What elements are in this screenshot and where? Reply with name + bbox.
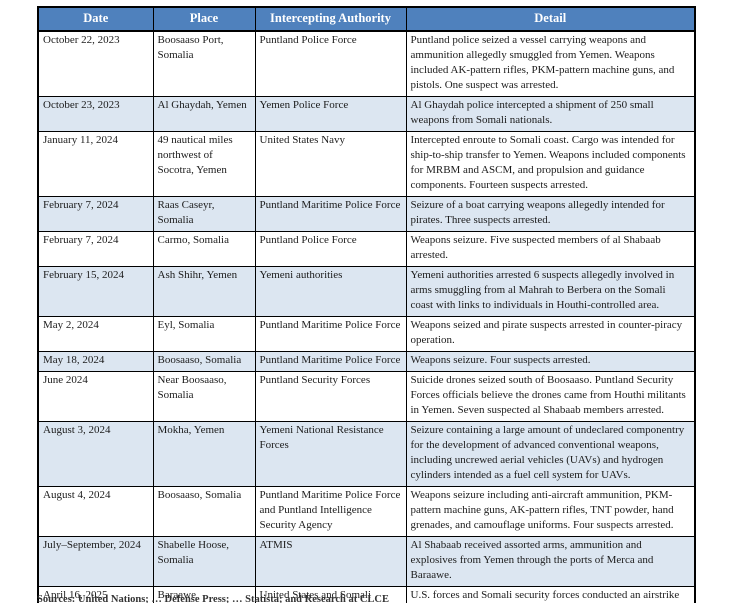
cell-detail: Intercepted enroute to Somali coast. Car… [405,131,696,197]
cell-place: Boosaaso, Somalia [152,486,256,537]
cell-authority: Puntland Maritime Police Force [254,196,407,232]
cell-place: Shabelle Hoose, Somalia [152,536,256,587]
cell-authority: Puntland Police Force [254,30,407,97]
cell-date: August 4, 2024 [37,486,154,537]
cell-date: May 18, 2024 [37,351,154,372]
cell-authority: ATMIS [254,536,407,587]
cell-place: Baraawe [152,586,256,603]
table-row: April 16, 2025 Baraawe United States and… [37,586,696,603]
table-row: February 15, 2024 Ash Shihr, Yemen Yemen… [37,266,696,317]
cell-place: Ash Shihr, Yemen [152,266,256,317]
cell-place: Carmo, Somalia [152,231,256,267]
cell-place: Eyl, Somalia [152,316,256,352]
cell-authority: Puntland Police Force [254,231,407,267]
cell-date: February 15, 2024 [37,266,154,317]
table-row: October 23, 2023 Al Ghaydah, Yemen Yemen… [37,96,696,132]
cell-date: February 7, 2024 [37,196,154,232]
column-header-authority: Intercepting Authority [254,6,407,32]
column-header-date: Date [37,6,154,32]
cell-detail: Weapons seizure including anti-aircraft … [405,486,696,537]
table-row: February 7, 2024 Raas Caseyr, Somalia Pu… [37,196,696,232]
cell-date: February 7, 2024 [37,231,154,267]
cell-date: August 3, 2024 [37,421,154,487]
table-row: May 2, 2024 Eyl, Somalia Puntland Mariti… [37,316,696,352]
cell-authority: Puntland Maritime Police Force and Puntl… [254,486,407,537]
cell-detail: Yemeni authorities arrested 6 suspects a… [405,266,696,317]
cell-detail: Suicide drones seized south of Boosaaso.… [405,371,696,422]
table-row: July–September, 2024 Shabelle Hoose, Som… [37,536,696,587]
cell-authority: Yemen Police Force [254,96,407,132]
cell-place: Boosaaso, Somalia [152,351,256,372]
cell-date: July–September, 2024 [37,536,154,587]
cell-place: Al Ghaydah, Yemen [152,96,256,132]
cell-detail: U.S. forces and Somali security forces c… [405,586,696,603]
cell-detail: Weapons seizure. Four suspects arrested. [405,351,696,372]
cell-detail: Seizure containing a large amount of und… [405,421,696,487]
cell-authority: Puntland Maritime Police Force [254,316,407,352]
column-header-place: Place [152,6,256,32]
cell-date: October 22, 2023 [37,30,154,97]
cell-date: January 11, 2024 [37,131,154,197]
cell-authority: Puntland Maritime Police Force [254,351,407,372]
cell-place: Near Boosaaso, Somalia [152,371,256,422]
source-note: Sources: United Nations; … Defense Press… [37,594,390,603]
cell-date: June 2024 [37,371,154,422]
cell-place: Boosaaso Port, Somalia [152,30,256,97]
table-row: August 4, 2024 Boosaaso, Somalia Puntlan… [37,486,696,537]
table-row: February 7, 2024 Carmo, Somalia Puntland… [37,231,696,267]
cell-date: October 23, 2023 [37,96,154,132]
table-row: May 18, 2024 Boosaaso, Somalia Puntland … [37,351,696,372]
cell-authority: United States and Somali security forces [254,586,407,603]
header-row: Date Place Intercepting Authority Detail [37,6,696,32]
cell-authority: Yemeni authorities [254,266,407,317]
cell-date: May 2, 2024 [37,316,154,352]
column-header-detail: Detail [405,6,696,32]
cell-detail: Puntland police seized a vessel carrying… [405,30,696,97]
cell-detail: Al Shabaab received assorted arms, ammun… [405,536,696,587]
cell-authority: Puntland Security Forces [254,371,407,422]
cell-date: April 16, 2025 [37,586,154,603]
cell-detail: Weapons seizure. Five suspected members … [405,231,696,267]
cell-detail: Weapons seized and pirate suspects arres… [405,316,696,352]
cell-place: Mokha, Yemen [152,421,256,487]
table-row: October 22, 2023 Boosaaso Port, Somalia … [37,30,696,97]
cell-place: 49 nautical miles northwest of Socotra, … [152,131,256,197]
cell-detail: Seizure of a boat carrying weapons alleg… [405,196,696,232]
table-row: January 11, 2024 49 nautical miles north… [37,131,696,197]
cell-place: Raas Caseyr, Somalia [152,196,256,232]
cell-authority: Yemeni National Resistance Forces [254,421,407,487]
cell-detail: Al Ghaydah police intercepted a shipment… [405,96,696,132]
table-row: August 3, 2024 Mokha, Yemen Yemeni Natio… [37,421,696,487]
interdictions-table: Date Place Intercepting Authority Detail… [37,6,696,603]
table-row: June 2024 Near Boosaaso, Somalia Puntlan… [37,371,696,422]
cell-authority: United States Navy [254,131,407,197]
